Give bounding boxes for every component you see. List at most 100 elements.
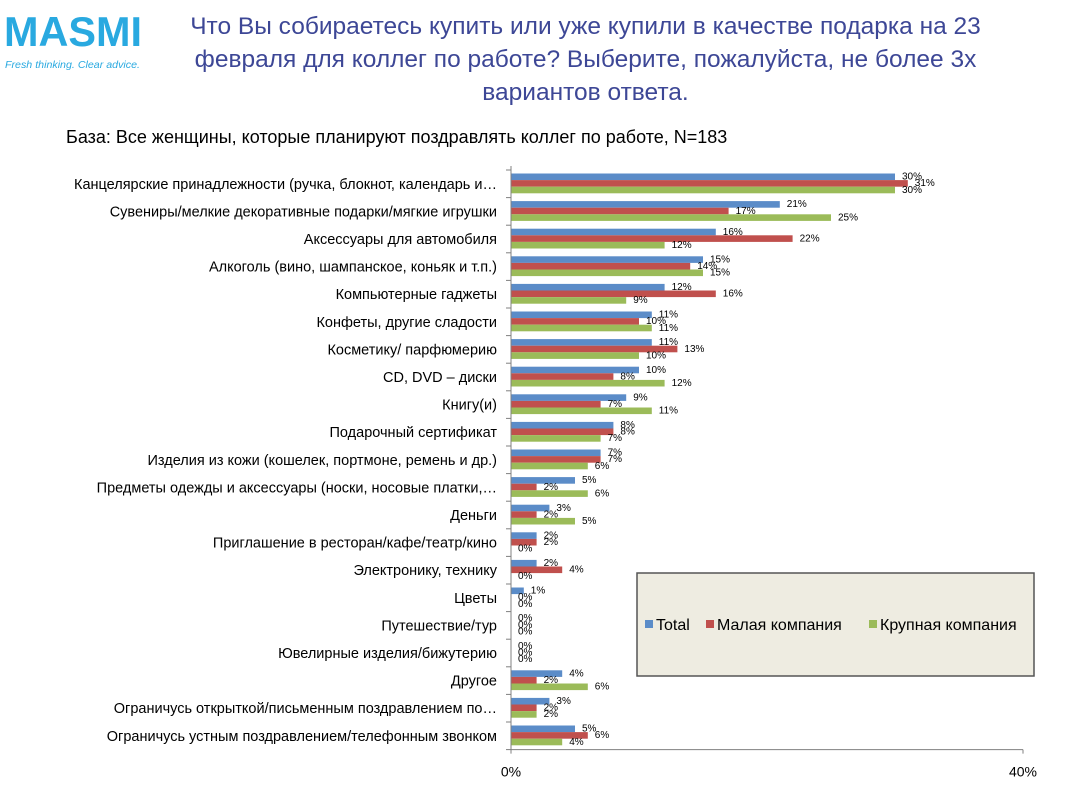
page-title: Что Вы собираетесь купить или уже купили… — [190, 13, 981, 106]
bar-крупная-компания — [511, 352, 639, 359]
value-label: 0% — [518, 641, 533, 652]
category-label: Предметы одежды и аксессуары (носки, нос… — [97, 480, 497, 496]
value-label: 9% — [633, 392, 648, 403]
bar-малая-компания — [511, 732, 588, 739]
bar-крупная-компания — [511, 214, 831, 221]
bar-малая-компания — [511, 511, 537, 518]
bar-крупная-компания — [511, 462, 588, 470]
value-label: 2% — [544, 675, 559, 686]
value-label: 0% — [518, 626, 533, 637]
bar-total — [511, 283, 665, 291]
bar-малая-компания — [511, 456, 601, 463]
x-tick-label: 0% — [501, 764, 521, 780]
bar-крупная-компания — [511, 379, 665, 387]
value-label: 0% — [518, 544, 533, 555]
value-label: 8% — [620, 371, 635, 382]
logo-wordmark: MASMI — [4, 8, 142, 55]
value-label: 6% — [595, 682, 610, 693]
legend-label: Total — [656, 617, 690, 634]
bar-total — [511, 311, 652, 319]
bar-total — [511, 532, 537, 539]
value-label: 12% — [672, 282, 692, 293]
value-label: 2% — [544, 482, 559, 493]
x-tick-label: 40% — [1009, 764, 1037, 780]
value-label: 8% — [620, 427, 635, 438]
category-label: Сувениры/мелкие декоративные подарки/мяг… — [110, 204, 497, 220]
category-label: Приглашение в ресторан/кафе/театр/кино — [213, 536, 497, 552]
category-label: Компьютерные гаджеты — [336, 287, 497, 303]
value-labels: 30%31%30% 21% 17% 25% 16% 22% 12% 15%14%15% 12% 1… — [518, 172, 935, 748]
value-label: 16% — [723, 227, 743, 238]
value-label: 25% — [838, 212, 858, 223]
value-label: 0% — [518, 599, 533, 610]
bar-малая-компания — [511, 400, 601, 408]
value-label: 31% — [915, 178, 935, 189]
bar-крупная-компания — [511, 324, 652, 332]
bar-малая-компания — [511, 290, 716, 298]
bar-малая-компания — [511, 483, 537, 491]
bar-крупная-компания — [511, 241, 665, 249]
value-label: 3% — [556, 503, 571, 514]
value-label: 4% — [569, 565, 584, 576]
value-label: 5% — [582, 516, 597, 527]
bar-крупная-компания — [511, 738, 563, 746]
category-label: Конфеты, другие сладости — [316, 315, 497, 331]
value-label: 1% — [531, 586, 546, 597]
legend-box — [636, 572, 1035, 677]
category-label: Ювелирные изделия/бижутерию — [278, 646, 497, 662]
bar-total — [511, 421, 614, 429]
category-label: Аксессуары для автомобиля — [304, 232, 497, 248]
value-label: 7% — [608, 433, 623, 444]
bar-крупная-компания — [511, 683, 588, 691]
bar-total — [511, 477, 575, 484]
value-label: 5% — [582, 475, 597, 486]
value-label: 2% — [544, 709, 559, 720]
value-label: 16% — [723, 289, 743, 300]
bar-малая-компания — [511, 235, 793, 242]
bar-total — [511, 394, 627, 401]
category-label: Деньги — [450, 508, 497, 524]
value-label: 6% — [595, 461, 610, 472]
legend-swatch — [706, 620, 714, 628]
bar-total — [511, 504, 550, 512]
legend-label: Малая компания — [717, 617, 842, 634]
category-label: Изделия из кожи (кошелек, портмоне, реме… — [147, 453, 497, 469]
bar-total — [511, 173, 895, 181]
value-label: 0% — [518, 592, 533, 603]
bar-total — [511, 201, 780, 208]
bar-малая-компания — [511, 676, 537, 684]
category-label: Косметику/ парфюмерию — [327, 342, 497, 358]
legend-swatch — [645, 620, 653, 628]
legend-label: Крупная компания — [880, 617, 1017, 634]
value-label: 17% — [736, 206, 756, 217]
value-label: 12% — [672, 240, 692, 251]
value-label: 2% — [544, 558, 559, 569]
value-label: 4% — [569, 737, 584, 748]
category-label: Подарочный сертификат — [330, 425, 498, 441]
value-label: 6% — [595, 488, 610, 499]
value-label: 0% — [518, 620, 533, 631]
bar-крупная-компания — [511, 269, 703, 277]
chart-base-subtitle: База: Все женщины, которые планируют поз… — [66, 127, 728, 147]
category-label: Электронику, технику — [353, 563, 497, 579]
value-label: 11% — [659, 406, 678, 417]
value-label: 5% — [582, 724, 597, 735]
bar-total — [511, 725, 575, 733]
bar-total — [511, 559, 537, 567]
value-label: 14% — [697, 261, 717, 272]
value-label: 11% — [659, 323, 678, 334]
value-label: 0% — [518, 571, 533, 582]
value-label: 8% — [620, 420, 635, 431]
bar-крупная-компания — [511, 711, 537, 718]
bar-малая-компания — [511, 566, 563, 574]
chart-legend: Total Малая компания Крупная компания — [636, 572, 1035, 677]
value-label: 2% — [544, 509, 559, 520]
value-label: 22% — [800, 233, 820, 244]
value-label: 15% — [710, 268, 730, 279]
bar-малая-компания — [511, 373, 614, 380]
bar-крупная-компания — [511, 186, 895, 194]
value-label: 15% — [710, 254, 730, 265]
category-label: Книгу(и) — [442, 398, 497, 414]
bar-total — [511, 449, 601, 457]
